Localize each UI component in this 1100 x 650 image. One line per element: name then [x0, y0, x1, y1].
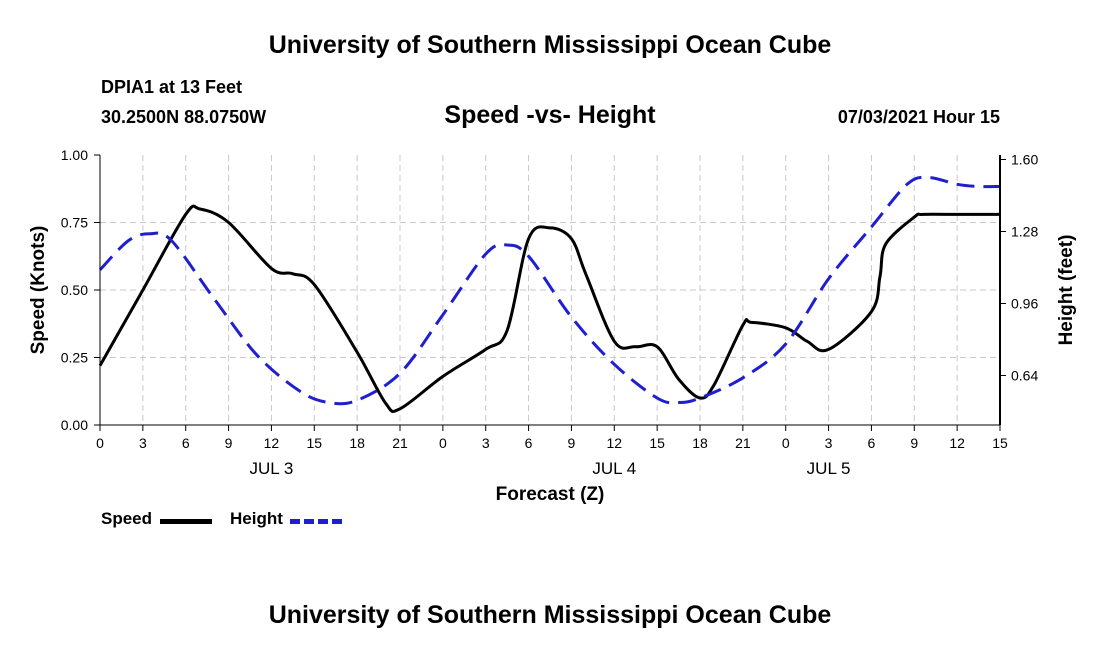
- x-tick-label: 15: [649, 435, 665, 451]
- x-tick-label: 6: [525, 435, 533, 451]
- y-left-tick-label: 0.50: [61, 282, 88, 298]
- y-left-tick-label: 0.00: [61, 417, 88, 433]
- day-label: JUL 4: [592, 459, 636, 478]
- x-tick-label: 0: [439, 435, 447, 451]
- x-tick-label: 3: [139, 435, 147, 451]
- x-tick-label: 12: [264, 435, 280, 451]
- x-tick-label: 0: [782, 435, 790, 451]
- legend-height-label: Height: [230, 509, 283, 528]
- y-right-tick-label: 0.64: [1011, 368, 1038, 384]
- y-left-tick-label: 0.25: [61, 350, 88, 366]
- series-line-height: [98, 175, 1001, 406]
- chart-title-bottom: University of Southern Mississippi Ocean…: [268, 601, 832, 629]
- coordinates-label: 30.2500N 88.0750W: [101, 107, 267, 127]
- station-label: DPIA1 at 13 Feet: [101, 77, 243, 97]
- x-tick-label: 21: [392, 435, 408, 451]
- x-tick-label: 0: [96, 435, 104, 451]
- x-tick-label: 21: [735, 435, 751, 451]
- legend-height-swatch: [290, 519, 342, 524]
- x-tick-label: 6: [182, 435, 190, 451]
- x-tick-label: 6: [868, 435, 876, 451]
- y-right-tick-label: 1.60: [1011, 152, 1038, 168]
- x-tick-label: 15: [992, 435, 1008, 451]
- date-label: 07/03/2021 Hour 15: [837, 107, 1000, 127]
- y-left-tick-label: 0.75: [61, 215, 88, 231]
- x-tick-label: 9: [568, 435, 576, 451]
- series-line-speed: [98, 204, 1000, 414]
- x-tick-label: 9: [910, 435, 918, 451]
- chart-subtitle: Speed -vs- Height: [444, 101, 656, 129]
- legend-speed-swatch: [160, 519, 212, 524]
- y-right-axis-title: Height (feet): [1056, 235, 1077, 346]
- x-tick-label: 15: [306, 435, 322, 451]
- day-label: JUL 3: [250, 459, 294, 478]
- y-right-tick-label: 1.28: [1011, 224, 1038, 240]
- x-tick-label: 9: [225, 435, 233, 451]
- y-left-tick-label: 1.00: [61, 147, 88, 163]
- chart-title-top: University of Southern Mississippi Ocean…: [268, 31, 832, 59]
- x-tick-label: 3: [482, 435, 490, 451]
- legend-speed-label: Speed: [101, 509, 153, 528]
- x-tick-label: 12: [949, 435, 965, 451]
- x-tick-label: 18: [692, 435, 708, 451]
- y-right-tick-label: 0.96: [1011, 296, 1038, 312]
- x-tick-label: 3: [825, 435, 833, 451]
- day-label: JUL 5: [807, 459, 851, 478]
- x-axis-title: Forecast (Z): [496, 484, 605, 505]
- y-left-axis-title: Speed (Knots): [28, 226, 49, 355]
- x-tick-label: 18: [349, 435, 365, 451]
- x-tick-label: 12: [606, 435, 622, 451]
